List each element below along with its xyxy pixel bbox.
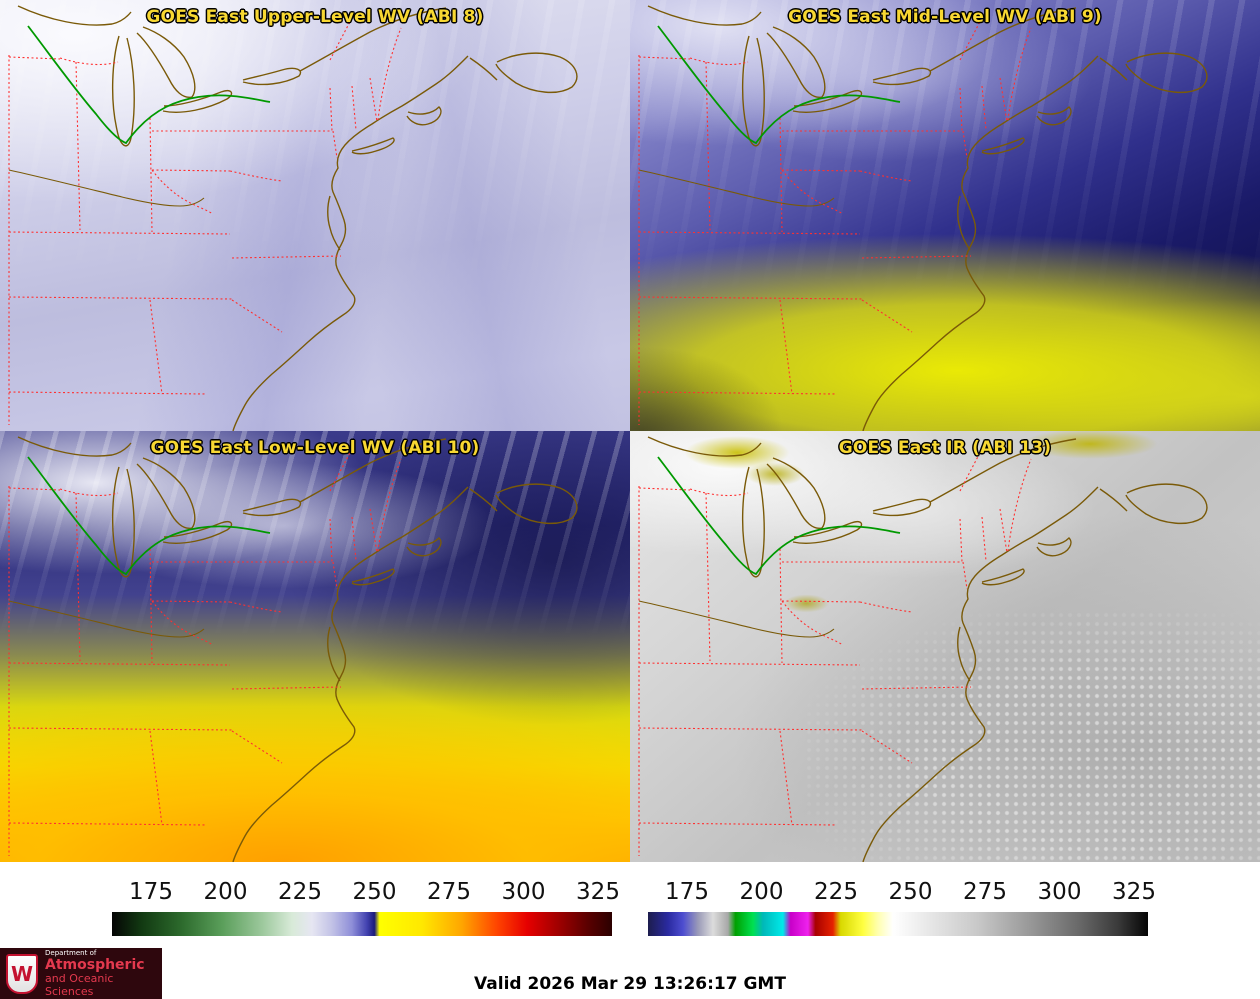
cloud-streaks-overlay [630, 0, 1260, 302]
footer: W Department of Atmospheric and Oceanic … [0, 948, 1260, 999]
ir-colorbar-block: 175 200 225 250 275 300 325 [630, 862, 1260, 948]
panel-upper-level-wv: GOES East Upper-Level WV (ABI 8) [0, 0, 630, 431]
logo-text: Department of Atmospheric and Oceanic Sc… [45, 949, 156, 998]
panel-title-ir: GOES East IR (ABI 13) [838, 438, 1052, 458]
wv-colorbar-wrap: 175 200 225 250 275 300 325 [112, 862, 620, 948]
ir-colorbar-wrap: 175 200 225 250 275 300 325 [648, 862, 1156, 948]
uw-aos-logo: W Department of Atmospheric and Oceanic … [0, 948, 162, 999]
wv-colorbar-block: 175 200 225 250 275 300 325 [0, 862, 630, 948]
tick-label: 250 [888, 879, 933, 905]
tick-label: 300 [501, 879, 546, 905]
colorbar-row: 175 200 225 250 275 300 325 175 200 225 … [0, 862, 1260, 948]
logo-line2: and Oceanic Sciences [45, 971, 114, 998]
panel-ir: GOES East IR (ABI 13) [630, 431, 1260, 862]
valid-time-text: Valid 2026 Mar 29 13:26:17 GMT [474, 974, 786, 994]
tick-label: 275 [427, 879, 471, 905]
panel-mid-level-wv: GOES East Mid-Level WV (ABI 9) [630, 0, 1260, 431]
tick-label: 250 [352, 879, 397, 905]
tick-label: 275 [963, 879, 1007, 905]
quad-panel-grid: GOES East Upper-Level WV (ABI 8) GOES Ea… [0, 0, 1260, 862]
cumulus-speckle-overlay [806, 612, 1260, 862]
tick-label: 175 [129, 879, 173, 905]
tick-label: 225 [814, 879, 858, 905]
panel-low-level-wv: GOES East Low-Level WV (ABI 10) [0, 431, 630, 862]
logo-dept-label: Department of [45, 948, 97, 957]
tick-label: 200 [739, 879, 784, 905]
wv-colorbar-gradient [112, 912, 612, 936]
tick-label: 200 [203, 879, 248, 905]
panel-title-low-wv: GOES East Low-Level WV (ABI 10) [150, 438, 480, 458]
tick-label: 325 [1112, 879, 1156, 905]
uw-crest-icon: W [6, 953, 38, 994]
map-overlay [638, 436, 1208, 862]
tick-label: 225 [278, 879, 322, 905]
map-overlay [8, 5, 578, 431]
panel-title-upper-wv: GOES East Upper-Level WV (ABI 8) [146, 7, 484, 27]
map-overlay [638, 5, 1208, 431]
logo-line1: Atmospheric [45, 956, 145, 973]
cloud-streaks-overlay [0, 0, 630, 302]
tick-label: 325 [576, 879, 620, 905]
panel-title-mid-wv: GOES East Mid-Level WV (ABI 9) [788, 7, 1102, 27]
tick-label: 300 [1037, 879, 1082, 905]
map-overlay [8, 436, 578, 862]
ir-colorbar-gradient [648, 912, 1148, 936]
tick-label: 175 [665, 879, 709, 905]
cloud-streaks-overlay [0, 431, 630, 638]
